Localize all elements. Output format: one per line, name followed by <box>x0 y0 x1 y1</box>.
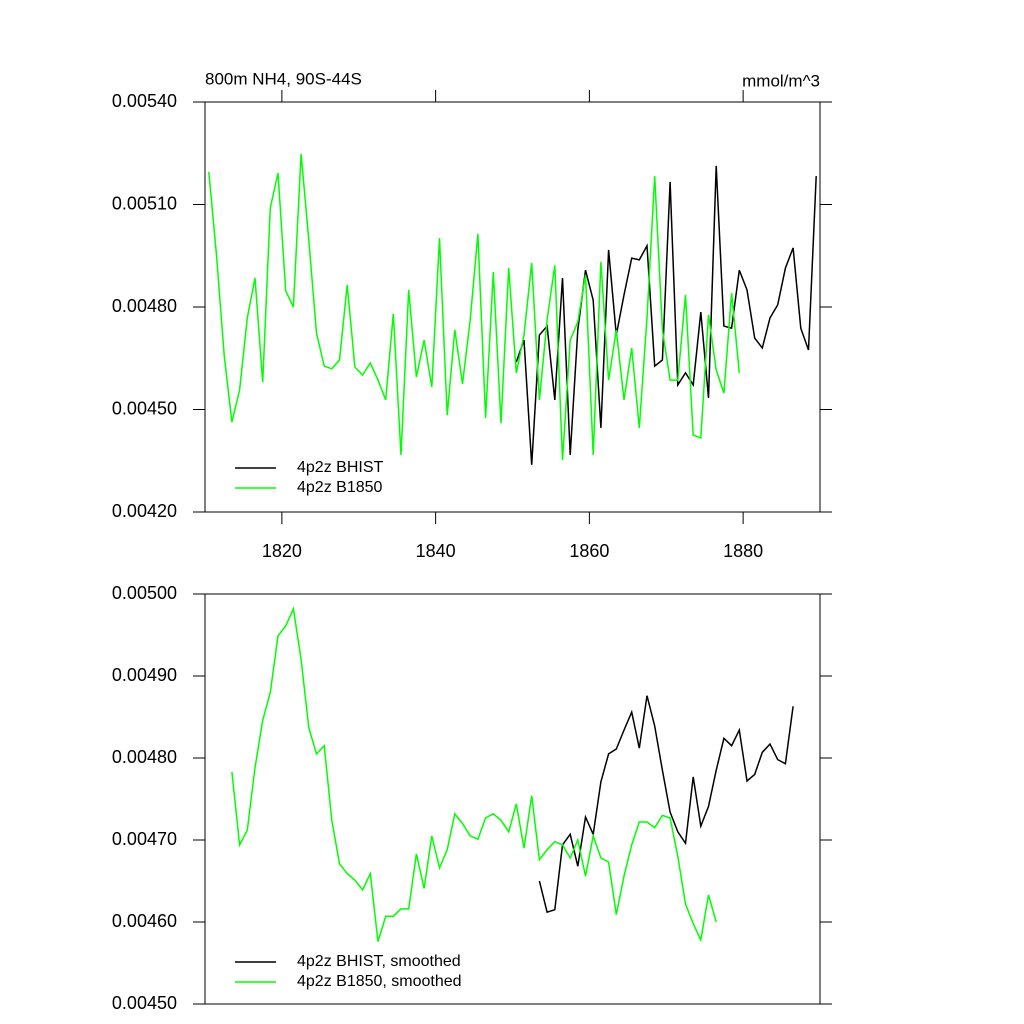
y-tick-label: 0.00480 <box>112 747 177 767</box>
chart-title: 800m NH4, 90S-44S <box>205 69 362 88</box>
legend-label: 4p2z BHIST, smoothed <box>297 953 461 970</box>
x-tick-label: 1820 <box>262 541 302 561</box>
series-line <box>231 606 717 943</box>
y-tick-label: 0.00510 <box>112 193 177 213</box>
series-line <box>538 695 794 914</box>
y-tick-label: 0.00460 <box>112 911 177 931</box>
series-line <box>515 165 817 465</box>
y-tick-label: 0.00540 <box>112 91 177 111</box>
y-tick-label: 0.00470 <box>112 829 177 849</box>
plot-frame <box>204 593 821 1005</box>
legend-label: 4p2z B1850 <box>297 479 383 496</box>
plot-frame <box>204 101 821 513</box>
x-tick-label: 1840 <box>416 541 456 561</box>
x-tick-label: 1880 <box>723 541 763 561</box>
y-tick-label: 0.00450 <box>112 993 177 1013</box>
y-tick-label: 0.00420 <box>112 501 177 521</box>
y-tick-label: 0.00480 <box>112 296 177 316</box>
y-tick-label: 0.00500 <box>112 583 177 603</box>
legend-label: 4p2z BHIST <box>297 459 383 476</box>
y-tick-label: 0.00450 <box>112 398 177 418</box>
legend-label: 4p2z B1850, smoothed <box>297 973 462 990</box>
x-tick-label: 1860 <box>569 541 609 561</box>
units-label: mmol/m^3 <box>742 71 820 90</box>
series-line <box>208 153 741 461</box>
y-tick-label: 0.00490 <box>112 665 177 685</box>
